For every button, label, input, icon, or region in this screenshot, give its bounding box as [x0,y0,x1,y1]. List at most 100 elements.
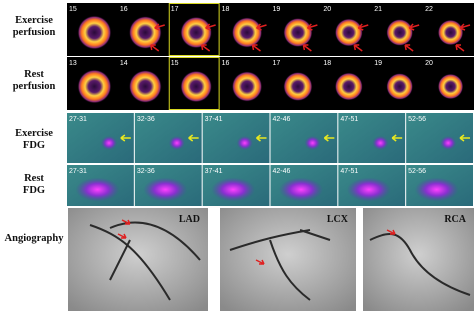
perfusion-strip [67,57,474,110]
arrow [302,44,312,52]
vessel [369,233,471,296]
highlight-frame [168,3,220,56]
arrow [459,23,471,31]
arrow [459,134,470,142]
row-label: perfusion [13,81,56,92]
frame-range: 52-56 [408,168,426,175]
myocardium-ring [231,71,263,102]
frame-range: 27-31 [69,116,87,123]
fdg-uptake [168,136,185,150]
frame-number: 19 [273,6,281,13]
frame-number: 14 [120,60,128,67]
highlight-frame [168,57,220,110]
frame-range: 32-36 [137,116,155,123]
myocardium-ring [283,71,313,102]
frame-range: 37-41 [205,116,223,123]
arrow [357,23,369,31]
frame-range: 47-51 [340,168,358,175]
frame-number: 18 [323,60,331,67]
myocardium-ring [231,17,263,48]
row-label: Exercise [15,15,53,26]
frame-range: 42-46 [273,116,291,123]
angiogram [220,208,356,311]
frame-range: 52-56 [408,116,426,123]
myocardium-ring [77,69,112,104]
frame-range: 27-31 [69,168,87,175]
arrow [117,233,127,239]
arrow [408,23,420,31]
arrow [256,134,267,142]
myocardium-ring [386,19,414,46]
fdg-uptake [143,177,188,202]
arrow [200,44,211,52]
fdg-uptake [279,177,324,202]
vessel [89,221,201,301]
arrow [353,44,363,52]
angiogram [363,208,474,311]
frame-number: 15 [171,60,179,67]
arrow [323,134,335,142]
fdg-uptake [304,136,321,150]
frame-number: 22 [425,6,433,13]
arrow [121,219,131,225]
row-label: Rest [24,173,44,184]
fdg-uptake [346,177,391,202]
arrow [455,44,465,52]
arrow [251,44,261,52]
arrow [255,259,265,265]
row-label: Exercise [15,128,53,139]
frame-number: 21 [374,6,382,13]
fdg-uptake [101,136,118,150]
vessel [229,229,331,301]
vessel-label: RCA [444,214,466,225]
arrow [188,134,199,142]
fdg-uptake [211,177,256,202]
frame-number: 17 [171,6,179,13]
arrow [154,23,165,31]
frame-number: 15 [69,6,77,13]
arrow [120,134,131,142]
row-label: Rest [24,69,44,80]
arrow [386,229,396,235]
fdg-uptake [414,177,459,202]
myocardium-ring [180,16,212,49]
myocardium-ring [437,19,464,46]
vessel-label: LAD [179,214,200,225]
myocardium-ring [283,17,313,48]
fdg-uptake [440,136,457,150]
frame-number: 16 [222,60,230,67]
frame-number: 17 [273,60,281,67]
row-label: Angiography [5,233,65,244]
row-label: perfusion [13,27,56,38]
arrow [306,23,318,31]
frame-number: 19 [374,60,382,67]
frame-number: 20 [425,60,433,67]
frame-number: 16 [120,6,128,13]
frame-number: 18 [222,6,230,13]
arrow [404,44,414,52]
row-label: FDG [23,140,45,151]
arrow [391,134,403,142]
frame-range: 37-41 [205,168,223,175]
frame-number: 20 [323,6,331,13]
arrow [150,44,160,52]
myocardium-ring [77,15,112,50]
myocardium-ring [128,16,162,49]
frame-range: 32-36 [137,168,155,175]
myocardium-ring [128,70,162,103]
frame-range: 42-46 [273,168,291,175]
myocardium-ring [437,73,464,100]
myocardium-ring [334,72,363,101]
frame-range: 47-51 [340,116,358,123]
fdg-uptake [75,177,120,202]
fdg-uptake [372,136,389,150]
frame-number: 13 [69,60,77,67]
row-label: FDG [23,185,45,196]
fdg-uptake [236,136,253,150]
myocardium-ring [180,70,212,103]
vessel-label: LCX [327,214,349,225]
arrow [255,23,267,31]
myocardium-ring [386,73,414,100]
arrow [205,23,216,31]
